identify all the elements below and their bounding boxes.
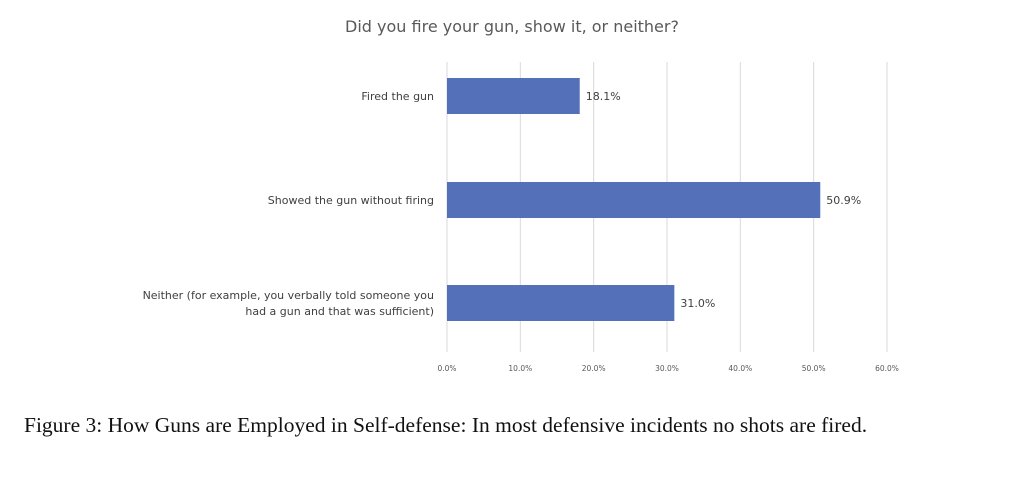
- data-label: 50.9%: [826, 194, 861, 207]
- bar: [447, 285, 675, 321]
- chart-title: Did you fire your gun, show it, or neith…: [345, 17, 679, 36]
- x-tick-label: 30.0%: [655, 364, 679, 373]
- category-label: had a gun and that was sufficient): [245, 305, 434, 318]
- x-tick-label: 0.0%: [437, 364, 456, 373]
- category-label: Showed the gun without firing: [268, 194, 434, 207]
- x-tick-label: 10.0%: [508, 364, 532, 373]
- data-label: 31.0%: [680, 297, 715, 310]
- data-label: 18.1%: [586, 90, 621, 103]
- bar-chart: Did you fire your gun, show it, or neith…: [143, 17, 899, 373]
- x-tick-label: 40.0%: [728, 364, 752, 373]
- figure-caption: Figure 3: How Guns are Employed in Self-…: [24, 413, 868, 437]
- category-label: Fired the gun: [361, 90, 434, 103]
- x-tick-label: 20.0%: [582, 364, 606, 373]
- x-tick-label: 60.0%: [875, 364, 899, 373]
- x-tick-label: 50.0%: [802, 364, 826, 373]
- bar: [447, 182, 821, 218]
- bar: [447, 78, 580, 114]
- category-label: Neither (for example, you verbally told …: [143, 289, 434, 302]
